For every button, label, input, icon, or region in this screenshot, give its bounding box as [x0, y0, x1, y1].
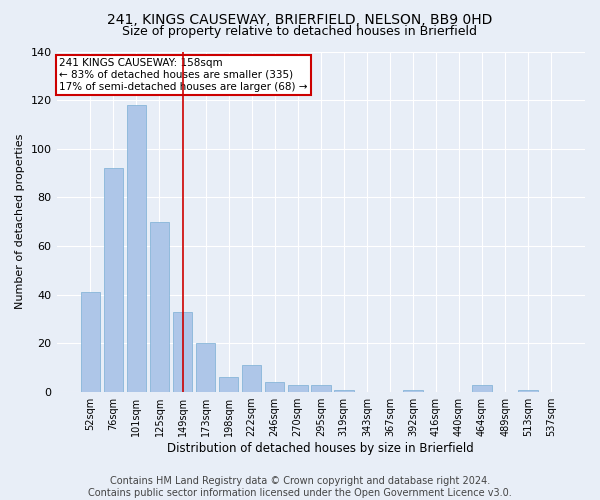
Bar	[80, 292, 100, 392]
Text: Size of property relative to detached houses in Brierfield: Size of property relative to detached ho…	[122, 25, 478, 38]
Bar	[403, 390, 423, 392]
Text: 241 KINGS CAUSEWAY: 158sqm
← 83% of detached houses are smaller (335)
17% of sem: 241 KINGS CAUSEWAY: 158sqm ← 83% of deta…	[59, 58, 308, 92]
Bar	[518, 390, 538, 392]
Bar	[127, 105, 146, 392]
Bar	[173, 312, 193, 392]
Bar	[196, 344, 215, 392]
Bar	[265, 382, 284, 392]
Bar	[334, 390, 353, 392]
Bar	[149, 222, 169, 392]
Bar	[472, 385, 492, 392]
Bar	[288, 385, 308, 392]
Text: 241, KINGS CAUSEWAY, BRIERFIELD, NELSON, BB9 0HD: 241, KINGS CAUSEWAY, BRIERFIELD, NELSON,…	[107, 12, 493, 26]
X-axis label: Distribution of detached houses by size in Brierfield: Distribution of detached houses by size …	[167, 442, 474, 455]
Bar	[219, 378, 238, 392]
Text: Contains HM Land Registry data © Crown copyright and database right 2024.
Contai: Contains HM Land Registry data © Crown c…	[88, 476, 512, 498]
Y-axis label: Number of detached properties: Number of detached properties	[15, 134, 25, 310]
Bar	[104, 168, 123, 392]
Bar	[311, 385, 331, 392]
Bar	[242, 366, 262, 392]
